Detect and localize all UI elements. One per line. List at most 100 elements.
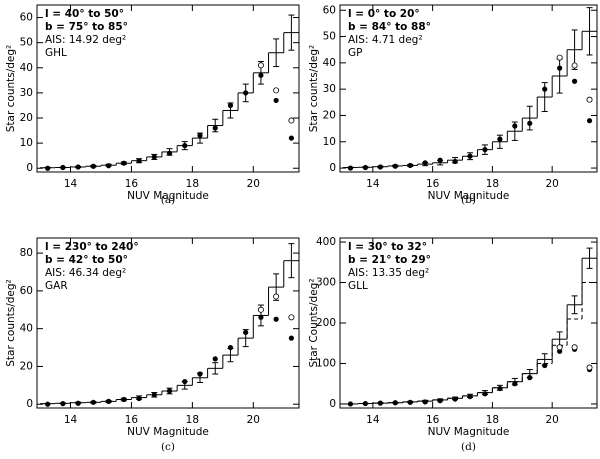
filled-point xyxy=(527,375,533,381)
annotation: l = 230° to 240° xyxy=(45,241,139,253)
y-axis-label: Star counts/deg² xyxy=(308,45,320,133)
filled-point xyxy=(586,118,593,124)
filled-point xyxy=(243,90,249,96)
filled-point xyxy=(437,398,443,404)
filled-point xyxy=(258,72,264,78)
filled-point xyxy=(377,400,383,406)
filled-point xyxy=(347,401,354,407)
open-point xyxy=(273,87,280,94)
x-axis-label: NUV Magnitude xyxy=(428,190,510,202)
x-tick-label: 16 xyxy=(426,414,440,426)
filled-point xyxy=(273,316,279,322)
filled-point xyxy=(288,135,294,141)
filled-point xyxy=(151,154,157,160)
filled-point xyxy=(182,143,188,149)
x-tick-label: 18 xyxy=(186,414,199,426)
filled-point xyxy=(467,153,473,159)
filled-point xyxy=(90,399,96,405)
filled-point xyxy=(136,158,142,164)
x-tick-label: 18 xyxy=(486,178,499,190)
filled-point xyxy=(75,164,81,170)
filled-point xyxy=(75,400,81,406)
filled-point xyxy=(542,86,548,92)
filled-point xyxy=(45,401,51,407)
filled-point xyxy=(557,348,563,354)
filled-point xyxy=(288,335,294,341)
filled-point xyxy=(452,158,458,165)
y-tick-label: 30 xyxy=(20,87,33,99)
filled-point xyxy=(90,163,96,169)
open-point xyxy=(288,117,295,124)
open-point xyxy=(257,306,264,313)
filled-point xyxy=(212,125,218,131)
filled-point xyxy=(212,356,218,362)
y-tick-label: 60 xyxy=(323,4,336,16)
panel-label: (c) xyxy=(161,441,175,453)
y-tick-label: 200 xyxy=(316,317,336,329)
y-tick-label: 0 xyxy=(26,398,33,410)
filled-point xyxy=(392,163,398,169)
filled-point xyxy=(571,78,578,84)
plot-frame xyxy=(36,237,300,409)
y-tick-label: 10 xyxy=(323,136,336,148)
x-axis-label: NUV Magnitude xyxy=(428,426,510,438)
annotation: AIS: 46.34 deg² xyxy=(45,267,126,279)
open-point xyxy=(257,62,264,69)
x-axis-label: NUV Magnitude xyxy=(127,190,209,202)
y-tick-label: 20 xyxy=(323,109,336,121)
annotation: l = 0° to 20° xyxy=(348,8,420,20)
filled-point xyxy=(497,385,503,392)
y-axis-label: Star Counts/deg² xyxy=(308,278,320,367)
y-tick-label: 0 xyxy=(329,398,336,410)
filled-point xyxy=(512,381,518,387)
y-tick-label: 100 xyxy=(316,357,336,369)
filled-point xyxy=(512,123,518,129)
annotation: b = 84° to 88° xyxy=(348,21,431,33)
filled-point xyxy=(227,344,234,351)
x-tick-label: 16 xyxy=(125,414,139,426)
filled-point xyxy=(437,157,443,163)
y-tick-label: 40 xyxy=(323,57,336,69)
filled-point xyxy=(136,395,142,402)
filled-point xyxy=(105,163,112,169)
filled-point xyxy=(557,65,563,71)
filled-point xyxy=(121,396,127,403)
y-tick-label: 50 xyxy=(323,31,336,43)
filled-point xyxy=(45,165,51,171)
annotation: GHL xyxy=(45,47,67,59)
filled-point xyxy=(347,165,354,171)
panel-label: (b) xyxy=(461,194,476,206)
filled-point xyxy=(166,388,173,394)
filled-point xyxy=(197,371,203,377)
open-point xyxy=(571,344,578,351)
x-tick-label: 20 xyxy=(545,414,558,426)
y-tick-label: 40 xyxy=(20,62,33,74)
y-tick-label: 40 xyxy=(20,323,33,335)
x-tick-label: 16 xyxy=(426,178,440,190)
x-tick-label: 16 xyxy=(125,178,139,190)
plot-frame xyxy=(36,4,300,173)
y-axis-label: Star counts/deg² xyxy=(5,45,17,133)
annotation: GAR xyxy=(45,280,68,292)
filled-point xyxy=(407,162,413,169)
filled-point xyxy=(197,132,203,139)
x-tick-label: 20 xyxy=(247,414,260,426)
x-tick-label: 14 xyxy=(366,414,380,426)
y-tick-label: 0 xyxy=(329,162,336,174)
x-tick-label: 18 xyxy=(486,414,499,426)
annotation: AIS: 13.35 deg² xyxy=(348,267,429,279)
annotation: b = 75° to 85° xyxy=(45,21,128,33)
filled-point xyxy=(362,400,369,407)
filled-point xyxy=(407,399,413,405)
filled-point xyxy=(60,401,66,407)
x-tick-label: 20 xyxy=(247,178,260,190)
filled-point xyxy=(362,164,369,171)
annotation: l = 40° to 50° xyxy=(45,8,124,20)
x-tick-label: 14 xyxy=(64,414,78,426)
open-point xyxy=(288,314,295,321)
filled-point xyxy=(227,102,234,109)
y-tick-label: 300 xyxy=(316,277,336,289)
filled-point xyxy=(60,164,66,171)
y-tick-label: 400 xyxy=(316,236,336,248)
